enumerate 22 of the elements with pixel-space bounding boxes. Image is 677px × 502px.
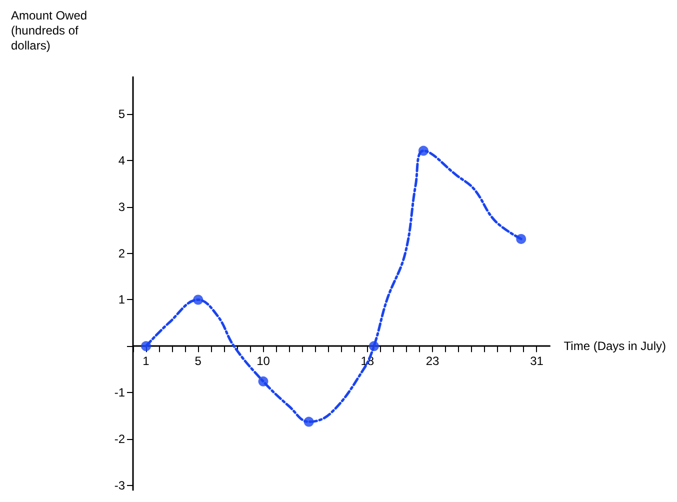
x-tick-label: 10 <box>256 354 270 368</box>
y-tick-label: 3 <box>118 200 126 214</box>
x-tick-label: 23 <box>426 354 440 368</box>
x-tick-label: 5 <box>194 354 202 368</box>
y-tick-label: 1 <box>118 292 126 307</box>
y-tick-label: 4 <box>118 154 126 168</box>
point <box>516 234 526 244</box>
y-tick-label: 5 <box>118 107 126 122</box>
point <box>258 376 268 386</box>
point <box>141 341 152 352</box>
point <box>304 416 314 427</box>
y-tick-label: -2 <box>114 432 126 446</box>
y-tick-label: -1 <box>114 386 126 400</box>
y-axis-title: Amount Owed (hundreds of dollars) <box>11 8 88 52</box>
point <box>418 146 428 156</box>
point <box>368 341 379 352</box>
y-tick-label: -3 <box>114 478 126 492</box>
x-tick-label: 31 <box>530 354 544 368</box>
x-tick-label: 1 <box>142 354 150 368</box>
point <box>193 294 204 305</box>
y-tick-label: 2 <box>118 246 126 260</box>
x-axis-title: Time (Days in July) <box>564 339 666 354</box>
